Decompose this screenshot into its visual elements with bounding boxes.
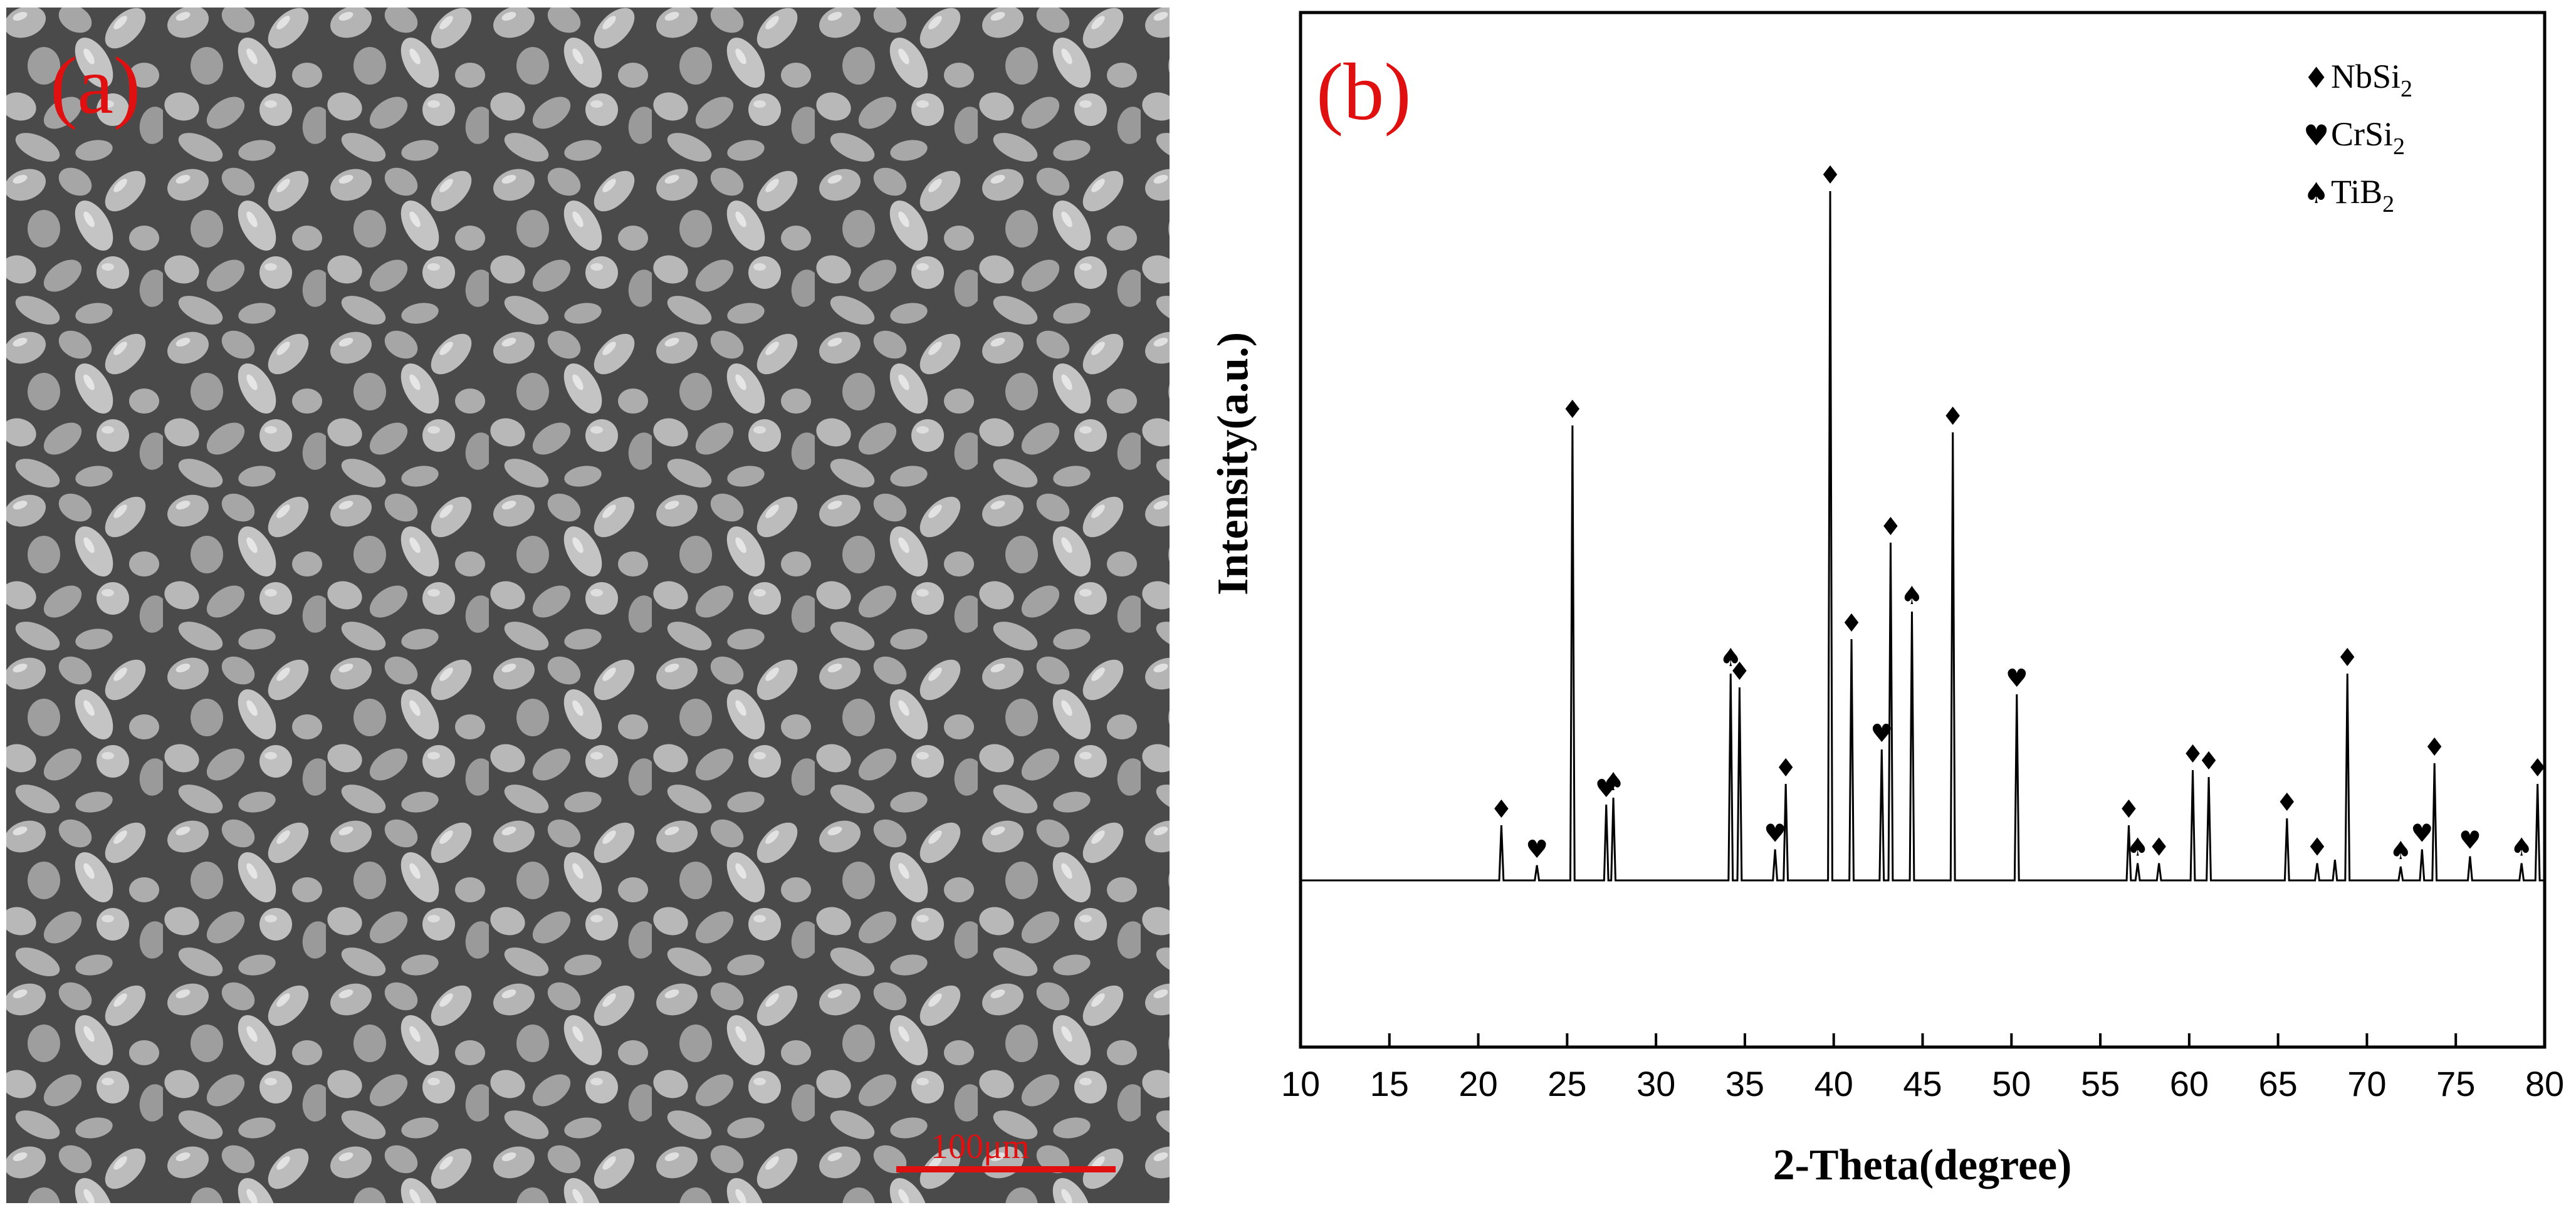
diamond-icon: ♦ [2303, 61, 2329, 95]
sem-micrograph [6, 8, 1170, 1203]
peak-marker-tib2: ♠ [1602, 768, 1625, 796]
y-axis-label: Intensity(a.u.) [1209, 332, 1257, 595]
spade-icon: ♠ [2303, 176, 2329, 210]
peak-marker-nbsi2: ♦ [1840, 609, 1863, 638]
peak-marker-nbsi2: ♦ [2276, 788, 2298, 817]
x-tick-label: 70 [2347, 1064, 2386, 1103]
peak-marker-crsi2: ♥ [2006, 664, 2028, 693]
peak-marker-tib2: ♠ [1719, 644, 1742, 672]
panel-a: (a) 100μm [6, 8, 1170, 1203]
x-tick-label: 60 [2170, 1064, 2209, 1103]
peak-marker-crsi2: ♥ [2459, 827, 2481, 855]
peak-marker-nbsi2: ♦ [2336, 644, 2359, 672]
peak-marker-nbsi2: ♦ [2306, 833, 2328, 862]
x-tick-label: 30 [1636, 1064, 1675, 1103]
x-tick-label: 10 [1281, 1064, 1320, 1103]
peak-markers: ♦♥♦♥♠♠♦♥♦♦♦♥♦♠♦♥♦♠♦♦♦♦♦♦♠♥♦♥ ♠♦ [1490, 161, 2549, 865]
legend-label: CrSi2 [2331, 115, 2405, 160]
peak-marker-nbsi2: ♦ [2148, 833, 2170, 862]
peak-marker-nbsi2: ♦ [2526, 754, 2549, 783]
x-axis-label: 2-Theta(degree) [1773, 1141, 2072, 1189]
peak-marker-crsi2: ♥ [1764, 820, 1786, 848]
peak-marker-nbsi2: ♦ [1819, 161, 1841, 190]
peak-marker-nbsi2: ♦ [2197, 747, 2220, 776]
x-tick-label: 50 [1992, 1064, 2031, 1103]
panel-a-label: (a) [50, 41, 140, 131]
x-tick-label: 80 [2525, 1064, 2564, 1103]
peak-marker-nbsi2: ♦ [1728, 657, 1751, 686]
x-tick-label: 15 [1370, 1064, 1409, 1103]
peak-marker-nbsi2: ♦ [2118, 795, 2140, 824]
peak-marker-tib2: ♠ [2127, 833, 2149, 862]
peak-marker-crsi2: ♥ [1595, 775, 1618, 803]
scale-bar-label: 100μm [931, 1127, 1030, 1166]
legend-label: NbSi2 [2331, 58, 2412, 102]
xrd-pattern-line [1301, 190, 2545, 882]
peak-marker-tib2: ♠ [1901, 582, 1924, 610]
x-tick-label: 65 [2258, 1064, 2297, 1103]
x-axis-ticks: 10 15 20 25 30 35 40 45 50 55 60 65 70 75 80 [1281, 1033, 2564, 1103]
peak-marker-nbsi2: ♦ [2182, 740, 2204, 769]
peak-marker-nbsi2: ♦ [1774, 754, 1797, 783]
x-tick-label: 35 [1725, 1064, 1764, 1103]
peak-marker-tib2: ♠ [2510, 833, 2533, 862]
plot-frame [1299, 11, 2547, 1049]
peak-marker-nbsi2: ♦ [1880, 513, 1902, 541]
x-tick-label: 45 [1903, 1064, 1942, 1103]
x-tick-label: 55 [2081, 1064, 2120, 1103]
legend-label: TiB2 [2331, 173, 2394, 217]
peak-marker-nbsi2: ♦ [1561, 395, 1584, 424]
legend: ♦ NbSi2♥ CrSi2♠ TiB2 [2303, 58, 2412, 217]
x-tick-label: 25 [1547, 1064, 1586, 1103]
x-tick-label: 20 [1458, 1064, 1497, 1103]
peak-marker-crsi2: ♥ [2411, 820, 2433, 848]
peak-marker-nbsi2: ♦ [1942, 402, 1964, 431]
x-tick-label: 40 [1814, 1064, 1853, 1103]
heart-icon: ♥ [2303, 118, 2329, 152]
peak-marker-tib2: ♠ [2389, 837, 2412, 865]
peak-marker-nbsi2: ♦ [1490, 795, 1513, 824]
peak-marker-nbsi2: ♦ [2423, 733, 2446, 762]
peak-marker-crsi2: ♥ [1526, 835, 1548, 864]
panel-b-label: (b) [1316, 47, 1411, 137]
peak-marker-crsi2: ♥ [1870, 719, 1893, 748]
x-tick-label: 75 [2436, 1064, 2475, 1103]
panel-b: (b) ♦♥♦♥♠♠♦♥♦♦♦♥♦♠♦♥♦♠♦♦♦♦♦♦♠♥♦♥ ♠♦ 10 15 2… [1209, 11, 2564, 1189]
